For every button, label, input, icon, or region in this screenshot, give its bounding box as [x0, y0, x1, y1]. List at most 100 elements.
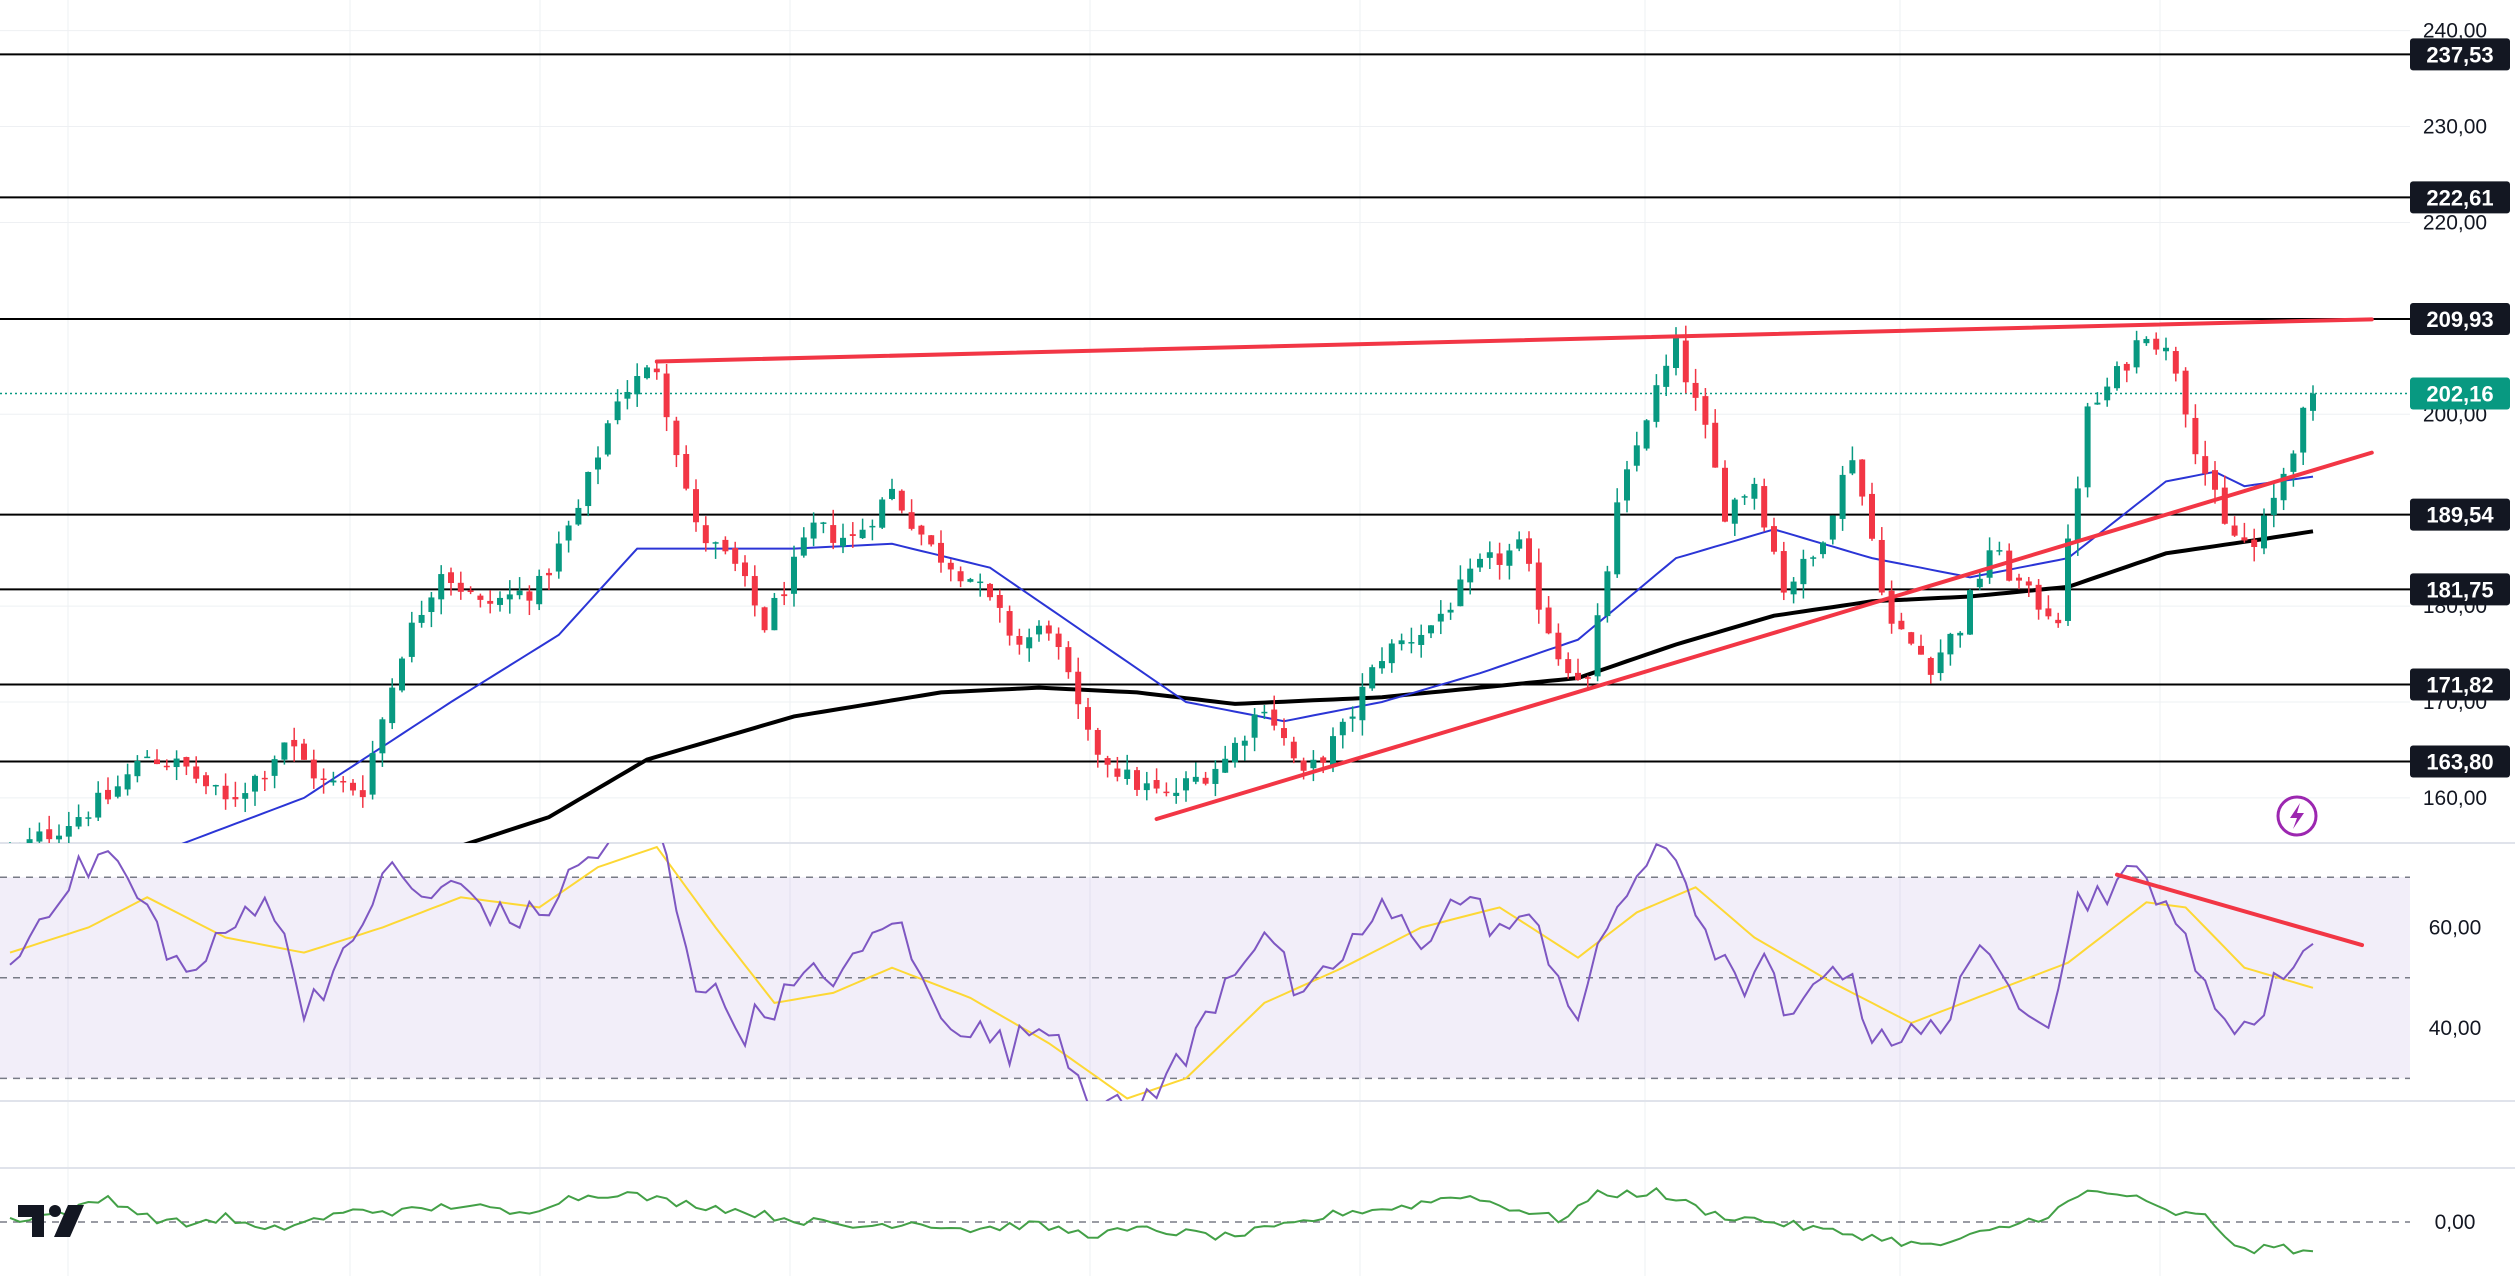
candle[interactable]: [1241, 735, 1248, 761]
candle[interactable]: [1261, 704, 1268, 720]
candle[interactable]: [203, 772, 209, 795]
candle[interactable]: [683, 445, 690, 491]
candle[interactable]: [1251, 708, 1258, 752]
candle[interactable]: [1771, 517, 1777, 555]
candle[interactable]: [2035, 579, 2042, 620]
candle[interactable]: [1388, 639, 1395, 673]
candle[interactable]: [1692, 368, 1699, 411]
candle[interactable]: [1349, 706, 1356, 732]
candle[interactable]: [320, 768, 327, 794]
candle[interactable]: [2133, 330, 2140, 374]
candle[interactable]: [536, 569, 543, 611]
candle[interactable]: [2270, 483, 2277, 528]
candle[interactable]: [1369, 664, 1376, 691]
candle[interactable]: [516, 577, 523, 600]
candle[interactable]: [1839, 465, 1846, 531]
candle[interactable]: [889, 478, 895, 501]
candle[interactable]: [46, 815, 53, 852]
candle[interactable]: [1124, 754, 1131, 785]
candle[interactable]: [114, 775, 121, 799]
candle[interactable]: [1555, 623, 1562, 666]
candle[interactable]: [1800, 549, 1807, 599]
candle[interactable]: [732, 541, 739, 572]
candle[interactable]: [2045, 595, 2052, 620]
candle[interactable]: [134, 755, 141, 783]
candle[interactable]: [1633, 431, 1640, 472]
candle[interactable]: [1447, 602, 1454, 620]
candle[interactable]: [1094, 727, 1101, 768]
candle[interactable]: [771, 592, 778, 631]
price-axis[interactable]: 240,00230,00220,00200,00180,00170,00160,…: [2410, 20, 2510, 1234]
candle[interactable]: [546, 568, 552, 590]
candle[interactable]: [2143, 336, 2150, 346]
candle[interactable]: [565, 520, 572, 553]
candle[interactable]: [2084, 402, 2091, 498]
candle[interactable]: [350, 779, 356, 796]
candle[interactable]: [2290, 450, 2297, 487]
rsi-pane[interactable]: [0, 822, 2410, 1115]
candle[interactable]: [369, 740, 376, 800]
candle[interactable]: [791, 545, 797, 607]
candle[interactable]: [399, 656, 405, 693]
candle[interactable]: [830, 509, 837, 550]
candle[interactable]: [1653, 374, 1660, 428]
level-price-badge[interactable]: 222,61: [2410, 181, 2510, 214]
candle[interactable]: [1418, 624, 1425, 658]
candle[interactable]: [820, 521, 827, 534]
candle[interactable]: [1859, 459, 1866, 506]
candle[interactable]: [653, 361, 660, 380]
candle[interactable]: [1888, 580, 1895, 634]
candle[interactable]: [1829, 515, 1836, 545]
candle[interactable]: [585, 471, 592, 517]
candle[interactable]: [1702, 388, 1709, 439]
level-price-badge[interactable]: 209,93: [2410, 303, 2510, 336]
candle[interactable]: [1663, 354, 1670, 397]
candle[interactable]: [614, 389, 621, 425]
candle[interactable]: [2221, 475, 2228, 525]
candle[interactable]: [418, 600, 425, 628]
candle[interactable]: [291, 727, 298, 762]
candle[interactable]: [1202, 771, 1209, 786]
candle[interactable]: [673, 416, 680, 468]
candle[interactable]: [604, 420, 611, 457]
level-price-badge[interactable]: 171,82: [2410, 668, 2510, 701]
candle[interactable]: [1408, 627, 1415, 654]
candle[interactable]: [1212, 760, 1219, 797]
tradingview-logo-icon[interactable]: [18, 1205, 84, 1237]
candle[interactable]: [467, 586, 474, 595]
candle[interactable]: [477, 593, 484, 608]
candle[interactable]: [448, 567, 454, 596]
rsi-trend-line[interactable]: [2115, 872, 2364, 948]
candle[interactable]: [330, 771, 337, 786]
candle[interactable]: [1849, 446, 1856, 476]
candle[interactable]: [810, 512, 817, 547]
candle[interactable]: [193, 756, 200, 784]
candle[interactable]: [1398, 633, 1405, 651]
candle[interactable]: [1437, 600, 1444, 635]
candle[interactable]: [261, 770, 268, 791]
candle[interactable]: [644, 365, 650, 380]
candle[interactable]: [1506, 543, 1513, 580]
candle[interactable]: [457, 571, 464, 600]
candle[interactable]: [555, 531, 562, 579]
candle[interactable]: [1271, 695, 1278, 731]
candle[interactable]: [1947, 632, 1954, 666]
candle[interactable]: [75, 804, 82, 830]
candle[interactable]: [634, 363, 641, 407]
candle[interactable]: [310, 749, 317, 789]
candle[interactable]: [1339, 718, 1346, 749]
candle[interactable]: [908, 499, 915, 531]
candle[interactable]: [1927, 656, 1934, 684]
candle[interactable]: [1085, 697, 1091, 741]
trend-line[interactable]: [654, 317, 2374, 364]
candle[interactable]: [1379, 647, 1385, 674]
candle[interactable]: [1918, 634, 1924, 655]
candle[interactable]: [663, 363, 670, 432]
candle[interactable]: [1594, 603, 1601, 682]
candle[interactable]: [36, 822, 43, 846]
candle[interactable]: [183, 756, 190, 776]
candle[interactable]: [1486, 541, 1493, 569]
candle[interactable]: [977, 573, 984, 597]
candle[interactable]: [389, 678, 396, 730]
candle[interactable]: [56, 824, 62, 845]
